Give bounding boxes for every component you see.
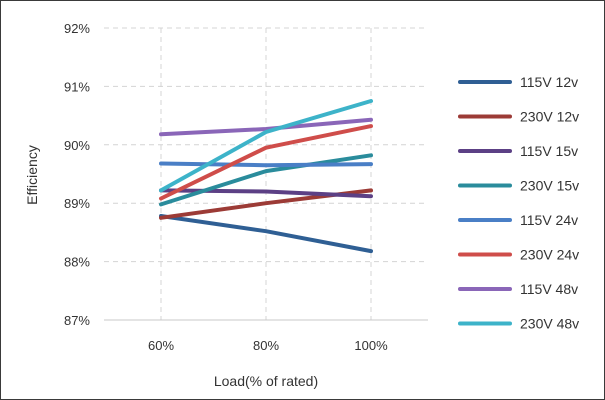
series-line-5: [159, 124, 373, 201]
y-tick-label: 90%: [64, 138, 90, 153]
series-line-4: [159, 161, 373, 168]
y-tick-label: 91%: [64, 79, 90, 94]
y-tick-label: 88%: [64, 255, 90, 270]
x-tick-label: 60%: [148, 338, 174, 353]
series-line-7: [159, 99, 373, 193]
y-tick-label: 89%: [64, 196, 90, 211]
series-line-0: [159, 214, 373, 254]
series-layer: [159, 99, 373, 254]
x-tick-label: 80%: [253, 338, 279, 353]
grid-layer: [104, 27, 428, 320]
series-line-3: [159, 153, 373, 207]
series-line-2: [159, 188, 373, 199]
series-line-6: [159, 117, 373, 137]
legend-label: 115V 24v: [520, 212, 578, 228]
legend-label: 230V 15v: [520, 178, 579, 194]
y-tick-label: 87%: [64, 313, 90, 328]
x-tick-label: 100%: [354, 338, 388, 353]
y-tick-label: 92%: [64, 21, 90, 36]
legend-label: 230V 24v: [520, 247, 579, 263]
legend: 115V 12v 230V 12v 115V 15v 230V 15v 115V 24v…: [458, 74, 579, 332]
axis-layer: 87% 88% 89% 90% 91% 92% 60% 80% 100%: [64, 21, 428, 353]
legend-label: 115V 15v: [520, 143, 578, 159]
legend-label: 115V 48v: [520, 281, 578, 297]
x-axis-title: Load(% of rated): [214, 373, 318, 389]
legend-label: 230V 48v: [520, 316, 579, 332]
y-axis-title: Efficiency: [24, 145, 40, 205]
legend-label: 230V 12v: [520, 109, 579, 125]
legend-label: 115V 12v: [520, 74, 578, 90]
